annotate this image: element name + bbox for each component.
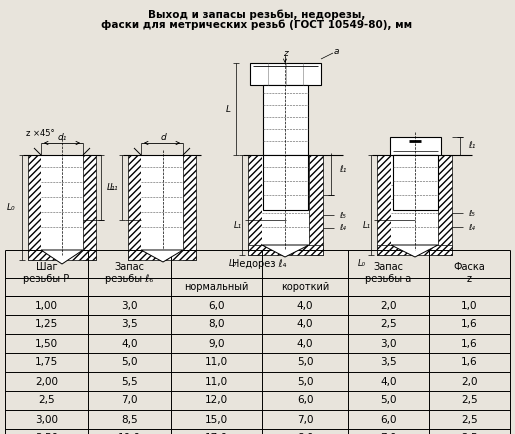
Text: 3,00: 3,00 <box>35 414 58 424</box>
Bar <box>262 155 309 245</box>
Text: L₀: L₀ <box>358 259 366 267</box>
Text: 3,0: 3,0 <box>380 339 397 349</box>
Text: фаски для метрических резьб (ГОСТ 10549-80), мм: фаски для метрических резьб (ГОСТ 10549-… <box>101 19 413 30</box>
Text: 1,6: 1,6 <box>461 358 478 368</box>
Text: a: a <box>333 46 339 56</box>
Bar <box>248 155 262 255</box>
Text: z: z <box>283 49 287 57</box>
Polygon shape <box>262 245 309 257</box>
Text: L₁: L₁ <box>363 220 371 230</box>
Text: ℓ₅: ℓ₅ <box>339 210 346 220</box>
Bar <box>128 155 141 260</box>
Text: 5,5: 5,5 <box>121 377 138 387</box>
Text: 1,75: 1,75 <box>35 358 58 368</box>
Text: 4,0: 4,0 <box>380 377 397 387</box>
Text: 2,5: 2,5 <box>461 414 478 424</box>
Text: 2,0: 2,0 <box>380 300 397 310</box>
Text: ℓ₁: ℓ₁ <box>468 141 475 151</box>
Text: ℓ₄: ℓ₄ <box>339 224 346 233</box>
Bar <box>390 137 441 155</box>
Bar <box>309 155 323 255</box>
Polygon shape <box>141 250 183 262</box>
Text: L₀: L₀ <box>6 203 15 212</box>
Text: Запас
резьбы ℓ₆: Запас резьбы ℓ₆ <box>106 262 153 284</box>
Text: 8,0: 8,0 <box>208 319 225 329</box>
Text: ℓ₄: ℓ₄ <box>468 223 475 231</box>
Polygon shape <box>41 250 83 264</box>
Text: 1,50: 1,50 <box>35 339 58 349</box>
Text: 6,0: 6,0 <box>380 414 397 424</box>
Text: Недорез ℓ₄: Недорез ℓ₄ <box>232 259 287 269</box>
Text: 1,0: 1,0 <box>461 300 478 310</box>
Bar <box>41 155 83 250</box>
Text: 12,0: 12,0 <box>205 395 228 405</box>
Text: 4,0: 4,0 <box>297 319 313 329</box>
Text: Выход и запасы резьбы, недорезы,: Выход и запасы резьбы, недорезы, <box>148 10 366 20</box>
Text: короткий: короткий <box>281 282 329 292</box>
Text: 9,0: 9,0 <box>208 339 225 349</box>
Text: 6,0: 6,0 <box>297 395 313 405</box>
Bar <box>183 155 196 260</box>
Text: L₁: L₁ <box>234 220 242 230</box>
Bar <box>248 245 323 255</box>
Text: нормальный: нормальный <box>184 282 249 292</box>
Bar <box>393 155 438 210</box>
Text: 4,0: 4,0 <box>297 339 313 349</box>
Bar <box>377 155 391 255</box>
Text: 1,00: 1,00 <box>35 300 58 310</box>
Text: 1,6: 1,6 <box>461 339 478 349</box>
Text: 4,0: 4,0 <box>297 300 313 310</box>
Text: 11,0: 11,0 <box>205 358 228 368</box>
Bar <box>128 250 196 260</box>
Bar <box>141 155 183 250</box>
Text: 6,0: 6,0 <box>208 300 225 310</box>
Text: 7,0: 7,0 <box>121 395 138 405</box>
Text: 5,0: 5,0 <box>297 377 313 387</box>
Text: 15,0: 15,0 <box>205 414 228 424</box>
Text: 7,0: 7,0 <box>297 414 313 424</box>
Text: L₁: L₁ <box>110 183 118 192</box>
Text: d: d <box>160 132 166 141</box>
Bar <box>377 245 452 255</box>
Text: L: L <box>226 105 231 114</box>
Text: Шаг
резьбы P: Шаг резьбы P <box>23 262 70 284</box>
Text: 5,0: 5,0 <box>380 395 397 405</box>
Text: L₀: L₀ <box>229 259 237 267</box>
Text: 2,00: 2,00 <box>35 377 58 387</box>
Bar <box>391 155 438 245</box>
Text: ℓ₁: ℓ₁ <box>339 165 347 174</box>
Bar <box>28 155 41 260</box>
Text: 8,5: 8,5 <box>121 414 138 424</box>
Text: 5,0: 5,0 <box>297 358 313 368</box>
Text: z ×45°: z ×45° <box>26 128 55 138</box>
Text: 3,5: 3,5 <box>121 319 138 329</box>
Polygon shape <box>391 245 438 257</box>
Text: 3,0: 3,0 <box>121 300 138 310</box>
Text: 2,0: 2,0 <box>461 377 478 387</box>
Text: Фаска
z: Фаска z <box>454 262 485 284</box>
Bar <box>250 63 321 85</box>
Text: 1,6: 1,6 <box>461 319 478 329</box>
Text: 2,5: 2,5 <box>380 319 397 329</box>
Text: ℓ₅: ℓ₅ <box>468 208 475 217</box>
Text: 2,5: 2,5 <box>461 395 478 405</box>
Text: 2,5: 2,5 <box>38 395 55 405</box>
Bar <box>263 155 308 210</box>
Text: 5,0: 5,0 <box>121 358 138 368</box>
Text: Запас
резьбы a: Запас резьбы a <box>365 262 411 284</box>
Text: 11,0: 11,0 <box>205 377 228 387</box>
Bar <box>263 85 308 155</box>
Text: d₁: d₁ <box>57 132 66 141</box>
Text: L₁: L₁ <box>107 183 115 192</box>
Bar <box>438 155 452 255</box>
Text: 4,0: 4,0 <box>121 339 138 349</box>
Bar <box>83 155 96 260</box>
Text: 3,5: 3,5 <box>380 358 397 368</box>
Text: 1,25: 1,25 <box>35 319 58 329</box>
Bar <box>28 250 96 260</box>
Bar <box>262 250 263 278</box>
